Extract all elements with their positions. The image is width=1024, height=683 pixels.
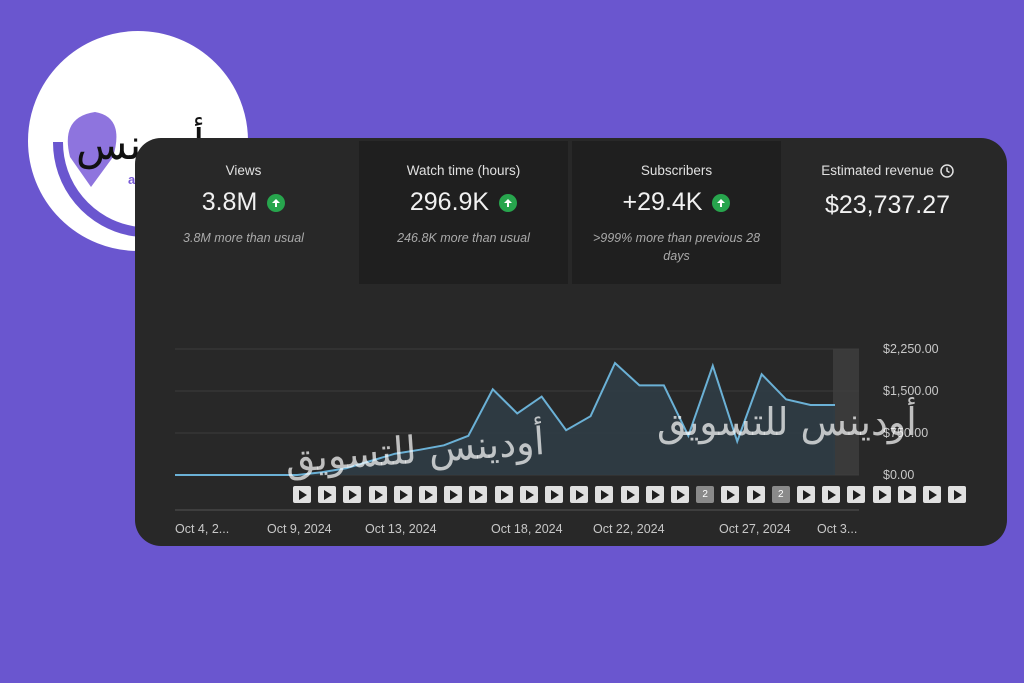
play-icon[interactable] (897, 486, 916, 503)
trend-up-icon (267, 193, 286, 212)
metric-value: +29.4K (622, 188, 703, 216)
play-icon[interactable] (318, 486, 337, 503)
play-icon[interactable] (948, 486, 967, 503)
clock-icon (940, 164, 954, 181)
play-icon[interactable] (822, 486, 841, 503)
play-icon[interactable] (746, 486, 765, 503)
metric-note: 246.8K more than usual (397, 231, 530, 245)
trend-up-icon (712, 193, 731, 212)
x-tick-label: Oct 4, 2... (175, 522, 230, 536)
play-icon[interactable] (293, 486, 311, 503)
play-icon[interactable] (570, 486, 589, 503)
y-tick-label: $750.00 (883, 426, 929, 440)
x-tick-label: Oct 27, 2024 (719, 522, 791, 536)
metric-note: >999% more than previous 28 days (592, 231, 761, 263)
series-area (175, 363, 835, 475)
x-tick-label: Oct 22, 2024 (593, 522, 665, 536)
play-icon[interactable] (671, 486, 689, 503)
play-icon[interactable] (343, 486, 362, 503)
play-icon[interactable] (419, 486, 437, 503)
metric-views[interactable]: Views 3.8M 3.8M more than usual (139, 141, 348, 284)
video-count-marker[interactable]: 2 (696, 486, 715, 503)
metric-watch-time[interactable]: Watch time (hours) 296.9K 246.8K more th… (359, 141, 568, 284)
watermark: أودينس للتسويق (657, 400, 917, 444)
location-pin-icon (67, 112, 117, 187)
x-tick-label: Oct 13, 2024 (365, 522, 437, 536)
metric-label: Subscribers (640, 163, 713, 178)
play-icon[interactable] (368, 486, 387, 503)
metric-note: 3.8M more than usual (183, 231, 304, 245)
metric-revenue[interactable]: Estimated revenue $23,737.27 (783, 141, 992, 284)
play-icon[interactable] (519, 486, 538, 503)
metric-label: Estimated revenue (821, 163, 934, 178)
play-icon[interactable] (595, 486, 614, 503)
x-tick-label: Oct 3... (817, 522, 858, 536)
play-icon[interactable] (847, 486, 866, 503)
y-tick-label: $0.00 (883, 468, 915, 482)
metric-value: 3.8M (201, 188, 258, 216)
play-icon[interactable] (469, 486, 488, 503)
metric-label: Watch time (hours) (406, 163, 521, 178)
play-icon[interactable] (721, 486, 740, 503)
play-icon[interactable] (393, 486, 412, 503)
analytics-card: Views 3.8M 3.8M more than usual Watch ti… (135, 138, 1007, 546)
x-tick-label: Oct 18, 2024 (491, 522, 563, 536)
play-icon[interactable] (645, 486, 664, 503)
play-icon[interactable] (923, 486, 941, 503)
series-line (175, 361, 835, 476)
play-icon[interactable] (797, 486, 815, 503)
y-tick-label: $2,250.00 (883, 342, 939, 356)
y-tick-label: $1,500.00 (883, 384, 939, 398)
hover-band (833, 349, 859, 475)
metric-value: 296.9K (409, 188, 490, 216)
revenue-chart (175, 348, 859, 511)
play-icon[interactable] (444, 486, 463, 503)
play-icon[interactable] (872, 486, 891, 503)
metric-value: $23,737.27 (824, 191, 951, 219)
play-icon[interactable] (494, 486, 513, 503)
x-tick-label: Oct 9, 2024 (267, 522, 332, 536)
metric-subscribers[interactable]: Subscribers +29.4K >999% more than previ… (572, 141, 781, 284)
play-icon[interactable] (620, 486, 639, 503)
video-count-marker[interactable]: 2 (771, 486, 790, 503)
play-icon[interactable] (545, 486, 563, 503)
metric-label: Views (225, 163, 262, 178)
trend-up-icon (499, 193, 518, 212)
